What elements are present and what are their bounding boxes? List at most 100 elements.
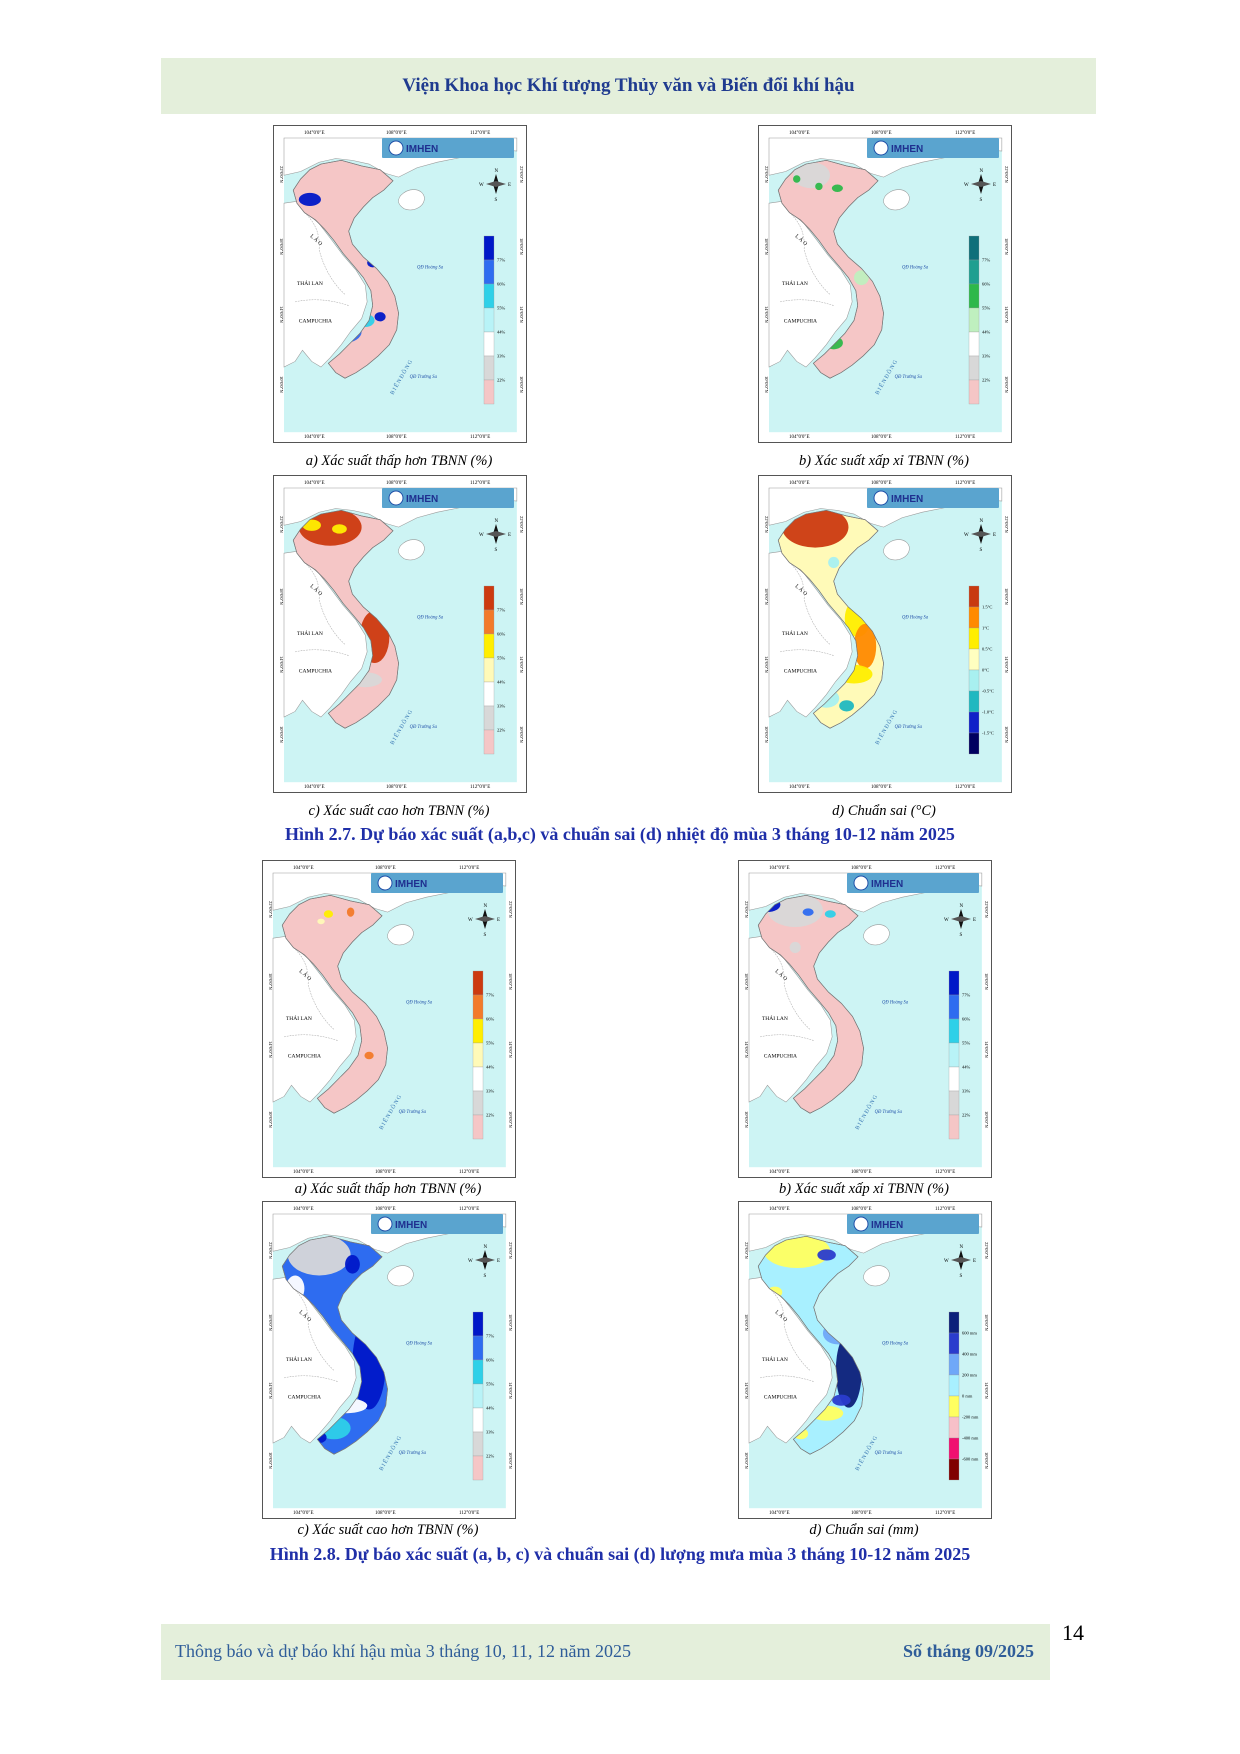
lon-label: 112°0'0"E: [935, 866, 955, 871]
imhen-logo-text: IMHEN: [891, 494, 923, 505]
imhen-logo-banner: [371, 873, 503, 893]
lon-label: 104°0'0"E: [304, 435, 325, 440]
lon-label: 104°0'0"E: [304, 481, 325, 486]
legend-swatch: [948, 1374, 960, 1397]
lat-label: 22°0'0"N: [268, 901, 273, 918]
legend-label: 55%: [486, 1041, 495, 1046]
legend-swatch: [483, 585, 495, 611]
lat-label: 18°0'0"N: [519, 588, 524, 605]
lon-label: 104°0'0"E: [769, 1511, 790, 1516]
legend-swatch: [472, 1018, 484, 1044]
lon-label: 112°0'0"E: [935, 1511, 955, 1516]
compass-e: E: [508, 533, 511, 538]
legend-swatch: [948, 970, 960, 996]
forecast-area: [828, 556, 840, 569]
hainan-island: [398, 539, 425, 561]
lon-label: 112°0'0"E: [470, 785, 490, 790]
imhen-logo-icon: [853, 1216, 869, 1232]
compass-e: E: [973, 918, 976, 923]
legend-swatch: [472, 1114, 484, 1140]
legend-swatch: [948, 1090, 960, 1116]
legend-label: 200 mm: [962, 1373, 977, 1378]
lon-label: 108°0'0"E: [375, 1207, 396, 1212]
place-hoang-sa: QĐ Hoàng Sa: [417, 265, 444, 270]
legend-label: 55%: [497, 656, 506, 661]
lat-label: 10°0'0"N: [519, 726, 524, 743]
lon-label: 108°0'0"E: [386, 435, 407, 440]
lat-label: 18°0'0"N: [984, 973, 989, 990]
lon-label: 104°0'0"E: [293, 1207, 314, 1212]
legend-swatch: [948, 1353, 960, 1376]
legend-label: 77%: [982, 258, 991, 263]
legend-label: 0°C: [982, 668, 989, 673]
legend-label: 66%: [962, 1017, 971, 1022]
legend-swatch: [472, 1359, 484, 1385]
forecast-area: [298, 192, 321, 206]
compass-n: N: [960, 904, 964, 909]
imhen-logo-icon: [873, 140, 889, 156]
compass-e: E: [993, 183, 996, 188]
lon-label: 104°0'0"E: [789, 481, 810, 486]
place-cambodia: CAMPUCHIA: [764, 1394, 797, 1400]
legend-swatch: [483, 355, 495, 381]
compass-n: N: [484, 1245, 488, 1250]
compass-e: E: [973, 1259, 976, 1264]
legend-swatch: [948, 1458, 960, 1481]
legend-swatch: [472, 1383, 484, 1409]
hainan-island: [883, 539, 910, 561]
place-thailand: THÁI LAN: [762, 1014, 788, 1022]
lon-label: 104°0'0"E: [293, 1511, 314, 1516]
legend-label: 66%: [486, 1358, 495, 1363]
lat-label: 22°0'0"N: [744, 901, 749, 918]
legend-label: 0.5°C: [982, 647, 992, 652]
imhen-logo-banner: [382, 488, 514, 508]
legend-swatch: [483, 283, 495, 309]
figure-2-8-title: Hình 2.8. Dự báo xác suất (a, b, c) và c…: [269, 1544, 971, 1564]
imhen-logo-text: IMHEN: [395, 1220, 427, 1231]
place-thailand: THÁI LAN: [286, 1014, 312, 1022]
lat-label: 14°0'0"N: [1004, 306, 1009, 323]
lat-label: 10°0'0"N: [1004, 726, 1009, 743]
lat-label: 18°0'0"N: [268, 1314, 273, 1331]
legend-swatch: [948, 1416, 960, 1439]
map-figure: 104°0'0"E 108°0'0"E 112°0'0"E 104°0'0"E 108°…: [279, 131, 524, 440]
lat-label: 14°0'0"N: [268, 1382, 273, 1399]
legend-label: -1.0°C: [982, 710, 994, 715]
place-thailand: THÁI LAN: [782, 629, 808, 637]
legend-swatch: [483, 609, 495, 635]
legend-swatch: [472, 1407, 484, 1433]
lon-label: 112°0'0"E: [935, 1170, 955, 1175]
compass-e: E: [497, 1259, 500, 1264]
place-hoang-sa: QĐ Hoàng Sa: [882, 1341, 909, 1346]
place-thailand: THÁI LAN: [297, 629, 323, 637]
legend-label: 44%: [486, 1065, 495, 1070]
forecast-area: [854, 270, 869, 286]
legend-label: 22%: [982, 378, 991, 383]
legend-swatch: [968, 331, 980, 357]
lon-label: 108°0'0"E: [375, 1511, 396, 1516]
legend-label: 22%: [486, 1454, 495, 1459]
lat-label: 10°0'0"N: [508, 1452, 513, 1469]
forecast-area: [817, 1249, 836, 1261]
compass-w: W: [468, 918, 473, 923]
legend-label: 33%: [486, 1430, 495, 1435]
legend-label: 400 mm: [962, 1352, 977, 1357]
lon-label: 104°0'0"E: [293, 1170, 314, 1175]
compass-n: N: [484, 904, 488, 909]
compass-s: S: [484, 1274, 487, 1279]
lat-label: 10°0'0"N: [508, 1111, 513, 1128]
lat-label: 18°0'0"N: [519, 238, 524, 255]
map-2-7-b: 104°0'0"E 108°0'0"E 112°0'0"E 104°0'0"E 108°…: [758, 125, 1012, 443]
figure-2-7-title: Hình 2.7. Dự báo xác suất (a,b,c) và chu…: [285, 824, 955, 844]
legend-label: -0.5°C: [982, 689, 994, 694]
place-hoang-sa: QĐ Hoàng Sa: [406, 1000, 433, 1005]
lat-label: 10°0'0"N: [744, 1452, 749, 1469]
lon-label: 112°0'0"E: [459, 1207, 479, 1212]
map-figure: 104°0'0"E 108°0'0"E 112°0'0"E 104°0'0"E 108°…: [744, 866, 989, 1175]
lon-label: 108°0'0"E: [871, 481, 892, 486]
legend-label: 33%: [962, 1089, 971, 1094]
legend-swatch: [472, 1431, 484, 1457]
compass-s: S: [960, 1274, 963, 1279]
forecast-area: [789, 941, 801, 954]
place-cambodia: CAMPUCHIA: [288, 1394, 321, 1400]
